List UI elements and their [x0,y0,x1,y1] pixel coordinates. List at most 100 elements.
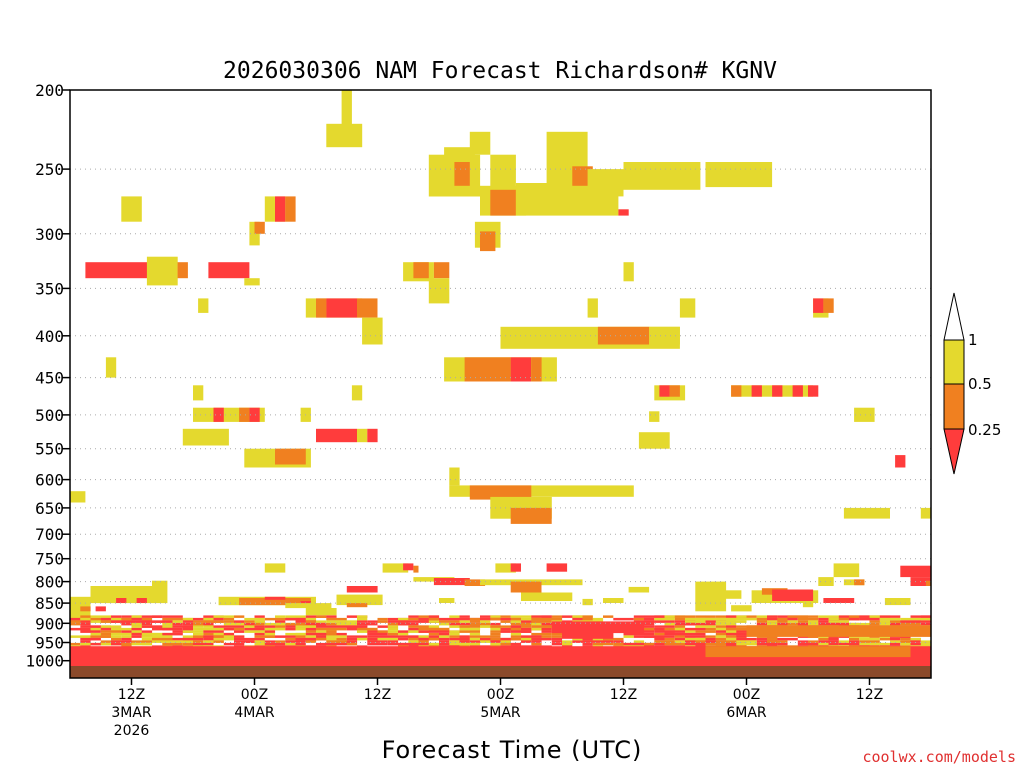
chart-title: 2026030306 NAM Forecast Richardson# KGNV [223,58,777,84]
heatmap-cell [295,640,306,643]
ground-surface [70,666,931,678]
heatmap-cell [726,637,747,641]
heatmap-cell [131,635,142,638]
heatmap-cell [377,640,388,643]
heatmap-cell [131,615,142,618]
heatmap-cell [695,581,727,612]
heatmap-cell [295,632,306,636]
heatmap-cell [623,262,634,282]
heatmap-cell [654,637,665,641]
heatmap-cell [275,617,296,621]
heatmap-cell [726,632,747,636]
heatmap-cell [592,642,604,646]
heatmap-cell [141,630,153,633]
heatmap-cell [649,326,680,345]
heatmap-cell [357,428,368,443]
heatmap-cell [633,615,645,618]
y-tick-label: 900 [35,614,64,633]
heatmap-cell [531,357,542,382]
heatmap-cell [295,635,306,638]
heatmap-cell [275,642,286,646]
heatmap-cell [459,642,480,646]
heatmap-cell [685,632,706,636]
heatmap-cell [111,635,122,638]
heatmap-cell [705,640,726,643]
heatmap-cell [459,635,470,638]
x-tick-label: 00Z [241,687,268,703]
heatmap-cell [433,578,470,586]
heatmap-cell [500,620,511,623]
heatmap-cell [367,642,378,646]
y-tick-label: 850 [35,594,64,613]
heatmap-cell [433,262,450,279]
heatmap-cell [275,448,306,465]
heatmap-cell [551,637,563,641]
heatmap-cell [685,617,706,621]
heatmap-cell [900,622,921,626]
heatmap-cell [244,630,255,633]
heatmap-cell [398,617,409,621]
y-tick-label: 550 [35,440,64,459]
heatmap-cell [172,625,193,628]
x-tick-label: 12Z [364,687,391,703]
heatmap-cell [582,637,603,641]
heatmap-cell [674,640,686,643]
heatmap-cell [726,590,742,599]
legend-label: 0.25 [968,421,1001,439]
heatmap-cell [679,298,696,318]
heatmap-cell [705,622,716,626]
heatmap-cell [80,620,91,623]
heatmap-cell [541,615,552,618]
heatmap-cell [726,617,747,621]
heatmap-cell [193,620,214,623]
heatmap-cell [70,635,91,638]
heatmap-cell [521,637,542,641]
heatmap-cell [823,598,855,603]
heatmap-cell [490,625,501,628]
y-tick-label: 800 [35,573,64,592]
heatmap-cell [685,630,696,633]
heatmap-cell [664,625,675,628]
heatmap-cell [869,642,890,646]
heatmap-cell [777,642,788,646]
heatmap-cell [890,642,901,646]
heatmap-cell [367,635,378,638]
heatmap-cell [80,635,91,638]
heatmap-cell [203,630,224,633]
heatmap-cell [428,642,440,646]
heatmap-cell [121,642,132,646]
heatmap-cell [131,620,152,623]
heatmap-cell [705,635,716,638]
heatmap-cell [531,640,542,643]
heatmap-cell [398,630,409,633]
heatmap-cell [326,630,337,633]
heatmap-cell [715,622,737,626]
heatmap-cell [469,632,481,636]
heatmap-cell [362,317,383,345]
heatmap-cell [377,625,398,628]
heatmap-cell [428,625,440,628]
legend-swatch-red [943,428,965,475]
heatmap-cell [90,635,111,638]
heatmap-cell [469,131,491,155]
heatmap-cell [111,642,132,646]
heatmap-cell [346,637,358,641]
heatmap-cell [674,625,686,628]
heatmap-cell [705,646,911,658]
heatmap-cell [387,640,399,643]
heatmap-cell [767,620,778,623]
heatmap-cell [731,605,752,612]
heatmap-cell [439,635,450,638]
heatmap-cell [787,615,808,618]
heatmap-cell [808,385,819,397]
heatmap-cell [336,625,357,628]
heatmap-cell [172,630,193,633]
heatmap-cell [295,625,316,628]
heatmap-cell [828,615,849,618]
heatmap-cell [726,615,747,618]
heatmap-cell [490,642,501,646]
heatmap-cell [275,635,296,638]
heatmap-cell [705,615,716,618]
y-tick-label: 750 [35,550,64,569]
heatmap-cell [121,637,132,641]
